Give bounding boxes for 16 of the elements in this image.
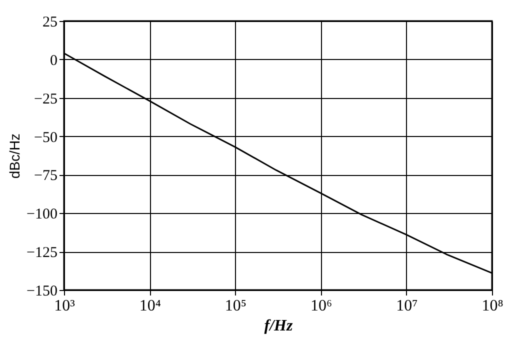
y-axis-title: dBc/Hz (6, 133, 23, 179)
y-tick-label: 0 (50, 52, 58, 69)
x-tick-label: 10⁸ (482, 298, 504, 314)
x-tick-label: 10⁷ (396, 298, 418, 314)
y-tick-label: −50 (34, 130, 58, 146)
x-tick-label: 10³ (54, 298, 76, 314)
y-tick-label: −100 (26, 206, 58, 223)
y-tick-label: −125 (26, 245, 58, 262)
x-tick-label: 10⁶ (310, 298, 332, 314)
y-tick-label: 25 (42, 14, 58, 30)
x-tick-label: 10⁴ (139, 298, 162, 314)
y-tick-label: −75 (34, 168, 58, 184)
x-axis-title: f/Hz (264, 318, 294, 334)
y-tick-label: −150 (26, 284, 58, 300)
x-tick-label: 10⁵ (224, 298, 246, 314)
y-tick-label: −25 (34, 91, 58, 108)
